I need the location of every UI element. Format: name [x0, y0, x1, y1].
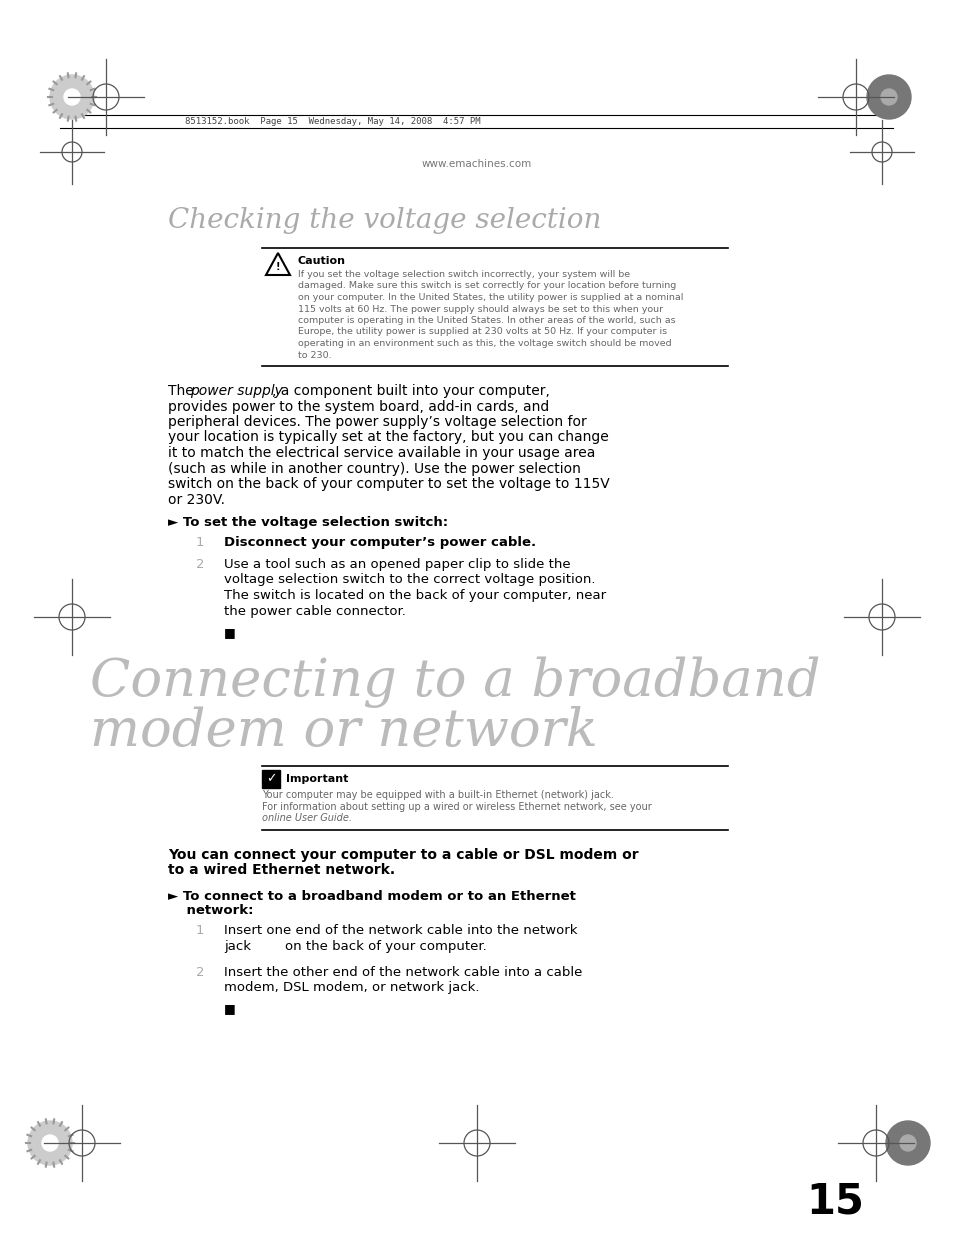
- Text: computer is operating in the United States. In other areas of the world, such as: computer is operating in the United Stat…: [297, 316, 675, 325]
- Text: modem, DSL modem, or network jack.: modem, DSL modem, or network jack.: [224, 981, 479, 994]
- Text: (such as while in another country). Use the power selection: (such as while in another country). Use …: [168, 462, 580, 475]
- Text: ► To set the voltage selection switch:: ► To set the voltage selection switch:: [168, 516, 448, 529]
- Text: it to match the electrical service available in your usage area: it to match the electrical service avail…: [168, 446, 595, 459]
- Text: 15: 15: [805, 1181, 863, 1223]
- Circle shape: [866, 75, 910, 119]
- Text: ✓: ✓: [266, 773, 276, 785]
- Text: The: The: [168, 384, 198, 398]
- Text: 2: 2: [195, 966, 204, 978]
- Text: or 230V.: or 230V.: [168, 493, 225, 506]
- Text: Disconnect your computer’s power cable.: Disconnect your computer’s power cable.: [224, 536, 536, 550]
- Text: 115 volts at 60 Hz. The power supply should always be set to this when your: 115 volts at 60 Hz. The power supply sho…: [297, 305, 662, 314]
- Text: modem or network: modem or network: [90, 706, 598, 757]
- Text: ■: ■: [224, 1003, 235, 1015]
- Text: online User Guide.: online User Guide.: [262, 813, 352, 823]
- Text: Insert one end of the network cable into the network: Insert one end of the network cable into…: [224, 925, 577, 937]
- Text: Connecting to a broadband: Connecting to a broadband: [90, 656, 820, 708]
- Text: network:: network:: [168, 904, 253, 918]
- Text: your location is typically set at the factory, but you can change: your location is typically set at the fa…: [168, 431, 608, 445]
- Circle shape: [28, 1121, 71, 1165]
- Text: power supply: power supply: [190, 384, 283, 398]
- Text: ■: ■: [224, 626, 235, 638]
- Text: Use a tool such as an opened paper clip to slide the: Use a tool such as an opened paper clip …: [224, 558, 570, 571]
- Circle shape: [42, 1135, 58, 1151]
- Text: 8513152.book  Page 15  Wednesday, May 14, 2008  4:57 PM: 8513152.book Page 15 Wednesday, May 14, …: [185, 116, 480, 126]
- Text: Important: Important: [286, 774, 348, 784]
- Text: switch on the back of your computer to set the voltage to 115V: switch on the back of your computer to s…: [168, 477, 609, 492]
- Text: provides power to the system board, add-in cards, and: provides power to the system board, add-…: [168, 399, 549, 414]
- Circle shape: [885, 1121, 929, 1165]
- Text: on your computer. In the United States, the utility power is supplied at a nomin: on your computer. In the United States, …: [297, 293, 682, 303]
- Text: The switch is located on the back of your computer, near: The switch is located on the back of you…: [224, 589, 605, 601]
- FancyBboxPatch shape: [262, 769, 280, 788]
- Text: 2: 2: [195, 558, 204, 571]
- Circle shape: [880, 89, 896, 105]
- Text: www.emachines.com: www.emachines.com: [421, 159, 532, 169]
- Text: Caution: Caution: [297, 256, 346, 266]
- Text: You can connect your computer to a cable or DSL modem or: You can connect your computer to a cable…: [168, 847, 638, 862]
- Text: to a wired Ethernet network.: to a wired Ethernet network.: [168, 863, 395, 877]
- Text: damaged. Make sure this switch is set correctly for your location before turning: damaged. Make sure this switch is set co…: [297, 282, 676, 290]
- Text: Your computer may be equipped with a built-in Ethernet (network) jack.: Your computer may be equipped with a bui…: [262, 790, 613, 800]
- Text: peripheral devices. The power supply’s voltage selection for: peripheral devices. The power supply’s v…: [168, 415, 586, 429]
- Text: !: !: [275, 262, 280, 272]
- Text: For information about setting up a wired or wireless Ethernet network, see your: For information about setting up a wired…: [262, 802, 651, 811]
- Text: 1: 1: [195, 536, 204, 550]
- Text: 1: 1: [195, 925, 204, 937]
- Text: Checking the voltage selection: Checking the voltage selection: [168, 207, 600, 233]
- Text: If you set the voltage selection switch incorrectly, your system will be: If you set the voltage selection switch …: [297, 270, 630, 279]
- Text: to 230.: to 230.: [297, 351, 332, 359]
- Circle shape: [50, 75, 94, 119]
- Text: ► To connect to a broadband modem or to an Ethernet: ► To connect to a broadband modem or to …: [168, 890, 576, 904]
- Circle shape: [64, 89, 80, 105]
- Text: Insert the other end of the network cable into a cable: Insert the other end of the network cabl…: [224, 966, 581, 978]
- Text: jack        on the back of your computer.: jack on the back of your computer.: [224, 940, 486, 953]
- Text: , a component built into your computer,: , a component built into your computer,: [272, 384, 549, 398]
- Text: Europe, the utility power is supplied at 230 volts at 50 Hz. If your computer is: Europe, the utility power is supplied at…: [297, 327, 666, 336]
- Text: operating in an environment such as this, the voltage switch should be moved: operating in an environment such as this…: [297, 338, 671, 348]
- Text: the power cable connector.: the power cable connector.: [224, 604, 405, 618]
- Circle shape: [899, 1135, 915, 1151]
- Text: voltage selection switch to the correct voltage position.: voltage selection switch to the correct …: [224, 573, 595, 587]
